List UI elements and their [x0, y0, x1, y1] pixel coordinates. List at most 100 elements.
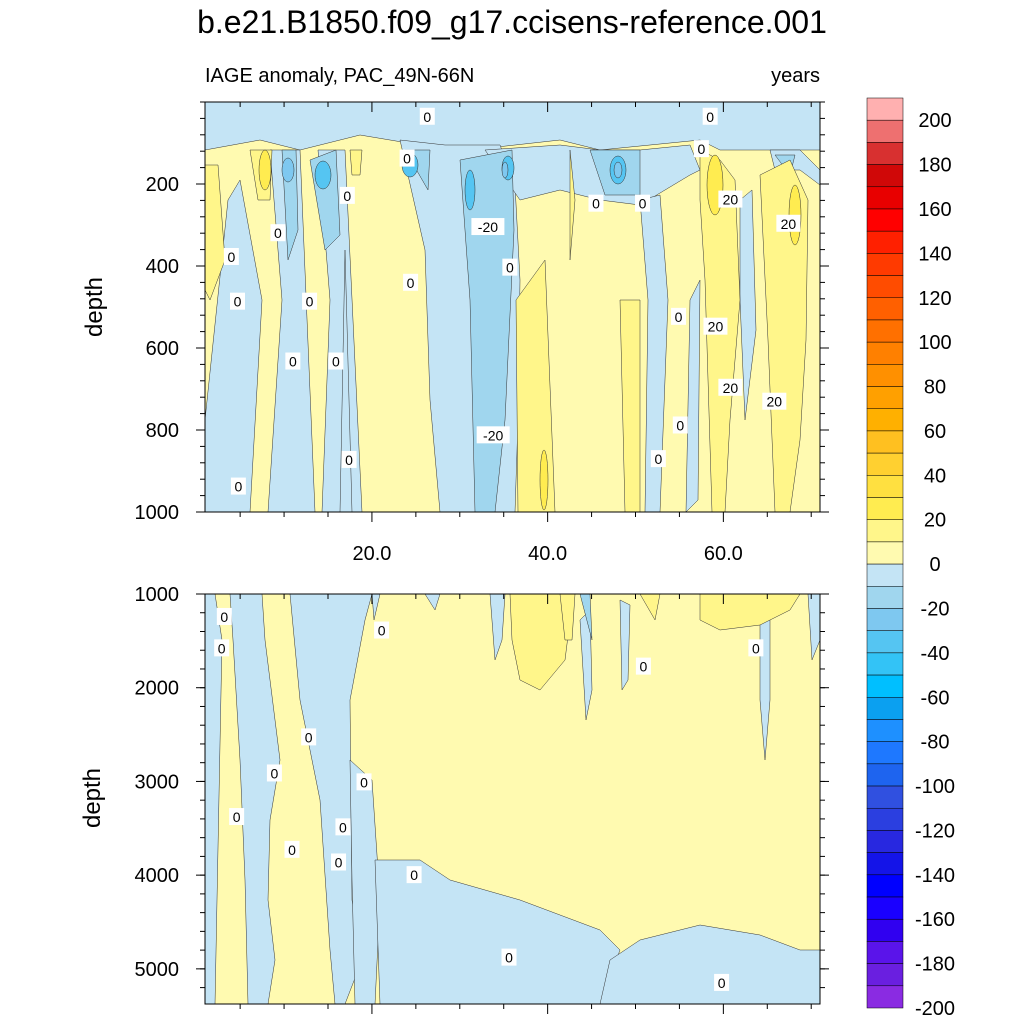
contour-label: 0 — [675, 309, 683, 325]
contour-label-bg — [718, 190, 743, 208]
contour-label: 0 — [718, 975, 726, 991]
colorbar-label: 60 — [924, 421, 946, 443]
colorbar-box — [866, 807, 904, 831]
upper-panel-frame — [204, 101, 821, 513]
contour-label: 0 — [654, 451, 662, 467]
colorbar-box — [866, 941, 904, 964]
contour-label: 0 — [288, 842, 296, 858]
contour-label: 20 — [781, 216, 797, 232]
contour-label: -20 — [478, 219, 498, 235]
colorbar-box — [866, 319, 904, 343]
colorbar-label: -40 — [921, 643, 950, 665]
contour-label-bg — [635, 194, 651, 212]
colorbar-box — [866, 408, 904, 432]
contour-label-bg — [331, 853, 347, 871]
contour-label-bg — [214, 639, 230, 657]
contour-label: 20 — [767, 394, 783, 410]
y-tick-label: 2000 — [135, 678, 180, 700]
contour-label: 0 — [306, 294, 314, 310]
y-tick-label: 600 — [146, 338, 179, 360]
colorbar-box — [866, 208, 904, 232]
contour-label: 0 — [343, 188, 351, 204]
contour-label: 0 — [289, 354, 297, 370]
colorbar-box — [866, 519, 904, 543]
colorbar-label: 20 — [924, 510, 946, 532]
colorbar-box — [866, 652, 904, 676]
colorbar-box — [866, 763, 904, 787]
colorbar-box — [866, 97, 904, 121]
colorbar-label: -80 — [921, 732, 950, 754]
colorbar-box — [866, 830, 904, 853]
colorbar-label: -140 — [915, 865, 955, 887]
contour-label-bg — [230, 292, 246, 310]
contour-label-bg — [403, 273, 419, 291]
colorbar-box — [866, 963, 904, 987]
colorbar-box — [866, 719, 904, 742]
colorbar-box — [866, 896, 904, 920]
colorbar-label: -160 — [915, 909, 955, 931]
contour-label: 0 — [218, 640, 226, 656]
colorbar-box — [866, 697, 904, 720]
chart-title: b.e21.B1850.f09_g17.ccisens-reference.00… — [197, 4, 827, 40]
contour-label-bg — [748, 639, 764, 657]
contour-label-bg — [266, 764, 282, 782]
contour-label: 0 — [234, 294, 242, 310]
contour-label: 20 — [723, 380, 739, 396]
contour-label-bg — [223, 247, 239, 265]
colorbar-label: -180 — [915, 954, 955, 976]
upper-panel-shading — [205, 102, 820, 512]
contour-label: 0 — [220, 609, 228, 625]
colorbar-label: 40 — [924, 465, 946, 487]
colorbar-box — [866, 297, 904, 321]
contour-label-bg — [335, 818, 351, 836]
colorbar-box — [866, 852, 904, 876]
contour-label-bg — [703, 317, 728, 335]
colorbar-box — [866, 785, 904, 809]
x-tick-label: 40.0 — [528, 543, 567, 565]
contour-label-bg — [406, 866, 422, 884]
colorbar-box — [866, 119, 904, 143]
contour-label: 0 — [345, 452, 353, 468]
contour-label: 0 — [305, 729, 313, 745]
contour-label-bg — [399, 149, 415, 167]
contour-label: 0 — [640, 659, 648, 675]
colorbar-label: 200 — [918, 110, 951, 132]
contour-label: 0 — [335, 854, 343, 870]
contour-label: 0 — [234, 479, 242, 495]
colorbar-box — [866, 386, 904, 409]
upper-units-label: years — [771, 65, 820, 87]
lower-panel-frame — [204, 593, 821, 1005]
y-tick-label: 5000 — [135, 959, 180, 981]
contour-label: 0 — [676, 417, 684, 433]
colorbar-label: -200 — [915, 998, 955, 1020]
colorbar-box — [866, 985, 904, 1009]
lower-panel: 1000 2000 3000 4000 5000 0 0 0 0 0 0 0 0 0 0 0 0 0 0 0 — [135, 584, 829, 1014]
colorbar-box — [866, 608, 904, 631]
colorbar-box — [866, 186, 904, 210]
contour-label: 0 — [697, 141, 705, 157]
y-tick-label: 1000 — [135, 584, 180, 606]
contour-label-bg — [216, 607, 232, 625]
contour-label: 0 — [506, 260, 514, 276]
contour-label: 0 — [227, 249, 235, 265]
colorbar-box — [866, 563, 904, 587]
upper-ylabel: depth — [81, 277, 108, 337]
contour-label: 0 — [592, 196, 600, 212]
colorbar-box — [866, 275, 904, 299]
contour-label-bg — [230, 477, 246, 495]
contour-label: 0 — [339, 819, 347, 835]
contour-label-bg — [702, 107, 718, 125]
contour-label: 20 — [723, 192, 739, 208]
contour-label-bg — [714, 973, 730, 991]
contour-label-bg — [270, 224, 286, 242]
contour-label-bg — [341, 450, 357, 468]
contour-label-bg — [635, 657, 651, 675]
contour-label-bg — [356, 773, 372, 791]
colorbar-box — [866, 874, 904, 898]
contour-label-bg — [339, 186, 355, 204]
contour-label: 0 — [423, 109, 431, 125]
contour-label-bg — [328, 352, 344, 370]
colorbar-label: 140 — [918, 243, 951, 265]
contour-label: 0 — [271, 765, 279, 781]
